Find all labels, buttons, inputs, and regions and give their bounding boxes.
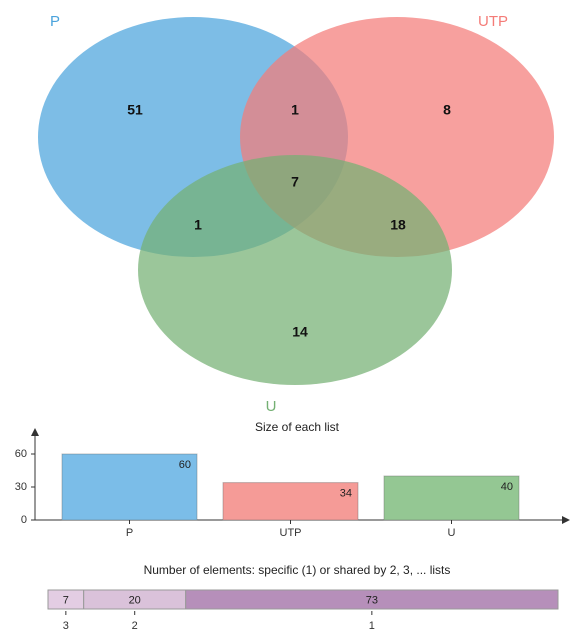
x-tick-label: 1 bbox=[369, 620, 375, 631]
bar-value-label: 34 bbox=[340, 488, 352, 500]
bar bbox=[61, 453, 198, 521]
stack-segment bbox=[185, 589, 559, 610]
y-tick-label: 60 bbox=[15, 448, 27, 460]
bar-value-label: 40 bbox=[501, 481, 513, 493]
x-tick-label: 3 bbox=[63, 620, 69, 631]
bar bbox=[222, 482, 359, 521]
y-tick-label: 0 bbox=[21, 514, 27, 526]
region-count: 18 bbox=[390, 217, 406, 233]
segment-label: 73 bbox=[366, 594, 378, 606]
set-ellipse bbox=[138, 155, 452, 385]
x-tick-label: P bbox=[126, 527, 133, 539]
bar-title: Size of each list bbox=[255, 420, 340, 434]
x-tick-label: 2 bbox=[132, 620, 138, 631]
segment-label: 20 bbox=[129, 594, 141, 606]
region-count: 1 bbox=[194, 217, 202, 233]
bar bbox=[383, 475, 520, 521]
x-tick-label: UTP bbox=[280, 527, 302, 539]
set-label: U bbox=[266, 398, 277, 415]
y-tick-label: 30 bbox=[15, 481, 27, 493]
set-label: P bbox=[50, 13, 60, 30]
region-count: 1 bbox=[291, 102, 299, 118]
bar-value-label: 60 bbox=[179, 459, 191, 471]
set-label: UTP bbox=[478, 13, 508, 30]
region-count: 8 bbox=[443, 102, 451, 118]
region-count: 51 bbox=[127, 102, 143, 118]
region-count: 7 bbox=[291, 174, 299, 190]
segment-label: 7 bbox=[63, 594, 69, 606]
x-tick-label: U bbox=[448, 527, 456, 539]
region-count: 14 bbox=[292, 324, 308, 340]
stack-title: Number of elements: specific (1) or shar… bbox=[144, 563, 451, 577]
